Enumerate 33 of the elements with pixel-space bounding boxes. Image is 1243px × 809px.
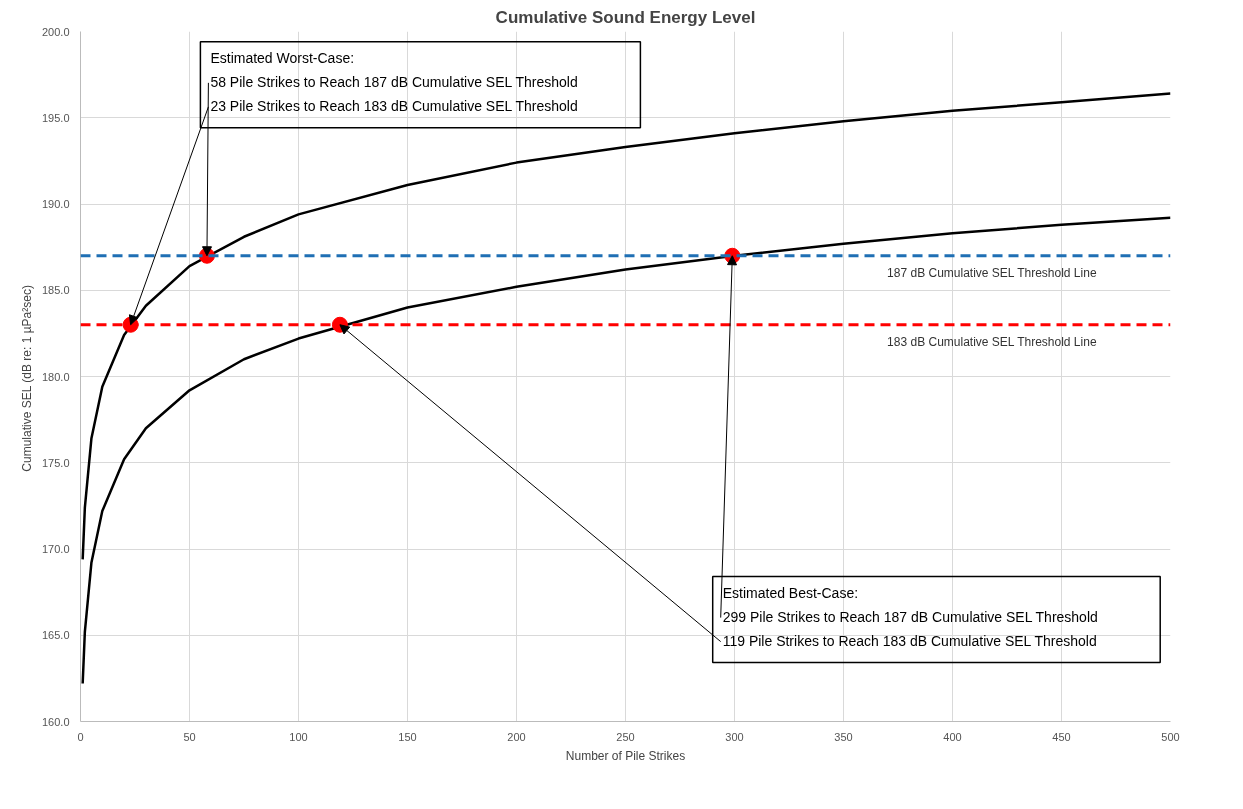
annotation: 23 Pile Strikes to Reach 183 dB Cumulative SEL Threshold bbox=[210, 97, 578, 114]
chart-title: Cumulative Sound Energy Level bbox=[495, 7, 756, 27]
annotation: 299 Pile Strikes to Reach 187 dB Cumulative SEL Threshold bbox=[722, 608, 1098, 625]
y-tick-label: 185.0 bbox=[41, 284, 70, 297]
line-series bbox=[81, 216, 1171, 685]
x-tick-label: 200 bbox=[507, 730, 526, 743]
x-tick-label: 450 bbox=[1052, 730, 1071, 743]
x-tick-label: 500 bbox=[1161, 730, 1180, 743]
x-tick-label: 150 bbox=[398, 730, 417, 743]
x-axis-title: Number of Pile Strikes bbox=[565, 748, 686, 763]
y-tick-label: 165.0 bbox=[41, 629, 70, 642]
y-tick-label: 170.0 bbox=[41, 543, 70, 555]
x-tick-label: 0 bbox=[77, 730, 84, 743]
x-tick-label: 350 bbox=[834, 730, 853, 743]
y-tick-label: 175.0 bbox=[41, 456, 70, 469]
y-tick-label: 180.0 bbox=[41, 370, 70, 383]
annotation: 119 Pile Strikes to Reach 183 dB Cumulative SEL Threshold bbox=[722, 632, 1097, 649]
y-tick-label: 200.0 bbox=[41, 25, 70, 38]
x-tick-label: 400 bbox=[943, 730, 962, 743]
ref-line-label: 187 dB Cumulative SEL Threshold Line bbox=[887, 265, 1097, 280]
y-axis-title: Cumulative SEL (dB re: 1 µPa²sec) bbox=[19, 285, 34, 472]
x-tick-label: 100 bbox=[289, 730, 308, 743]
x-tick-label: 50 bbox=[183, 730, 196, 743]
line-series bbox=[81, 92, 1171, 561]
annotation: Estimated Best-Case: bbox=[722, 584, 859, 601]
y-tick-label: 195.0 bbox=[41, 111, 70, 124]
annotation: Estimated Worst-Case: bbox=[210, 49, 355, 66]
x-tick-label: 250 bbox=[616, 730, 635, 743]
annotation: 58 Pile Strikes to Reach 187 dB Cumulative SEL Threshold bbox=[210, 73, 578, 90]
x-tick-label: 300 bbox=[725, 730, 744, 743]
ref-line-label: 183 dB Cumulative SEL Threshold Line bbox=[887, 334, 1097, 349]
y-tick-label: 160.0 bbox=[41, 715, 70, 728]
y-tick-label: 190.0 bbox=[41, 198, 70, 210]
